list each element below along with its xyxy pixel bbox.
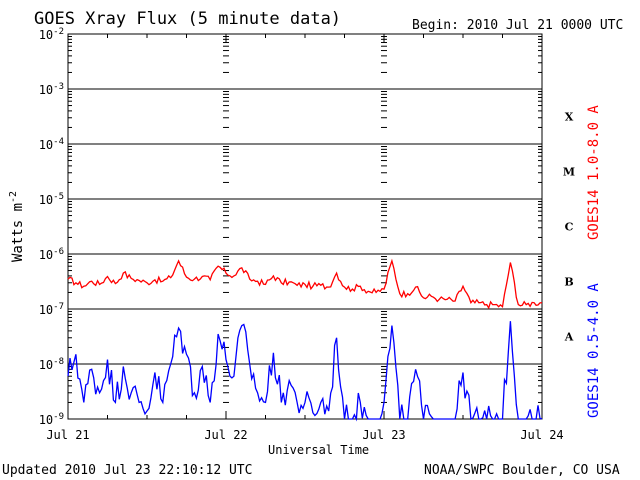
y-tick-label: 10-3 [39,82,64,97]
y-tick-label: 10-2 [39,27,64,42]
y-tick-labels: 10-2 10-3 10-4 10-5 10-6 10-7 10-8 10-9 [39,27,64,427]
series-line-short [67,321,543,422]
y-tick-label: 10-9 [39,412,64,427]
flare-class-a: A [564,331,574,344]
series-label-long: GOES14 1.0-8.0 A [586,105,602,240]
decade-gridlines [68,88,542,365]
updated-timestamp: Updated 2010 Jul 23 22:10:12 UTC [2,463,252,478]
y-tick-label: 10-4 [39,137,64,152]
flare-class-c: C [565,221,574,234]
series-lines [67,258,543,422]
y-tick-label: 10-7 [39,302,64,317]
x-tick-label: Jul 21 [46,428,89,442]
x-tick-label: Jul 24 [520,428,563,442]
chart-title: GOES Xray Flux (5 minute data) [34,9,341,29]
flare-class-labels: X M C B A [563,111,575,344]
y-tick-label: 10-8 [39,357,64,372]
flare-class-x: X [565,111,574,124]
x-tick-labels: Jul 21 Jul 22 Jul 23 Jul 24 [46,428,563,442]
y-axis-label: Watts m-2 [8,191,26,262]
x-axis-label: Universal Time [268,443,369,457]
series-label-short: GOES14 0.5-4.0 A [586,283,602,418]
x-tick-label: Jul 22 [204,428,247,442]
y-tick-label: 10-6 [39,247,64,262]
series-line-long [67,258,543,310]
x-tick-label: Jul 23 [362,428,405,442]
flare-class-m: M [563,166,575,179]
begin-label: Begin: 2010 Jul 21 0000 UTC [412,18,623,33]
minor-ticks [67,34,543,419]
plot-frame [67,33,543,420]
source-credit: NOAA/SWPC Boulder, CO USA [424,463,620,478]
y-tick-label: 10-5 [39,192,64,207]
flare-class-b: B [564,276,573,289]
